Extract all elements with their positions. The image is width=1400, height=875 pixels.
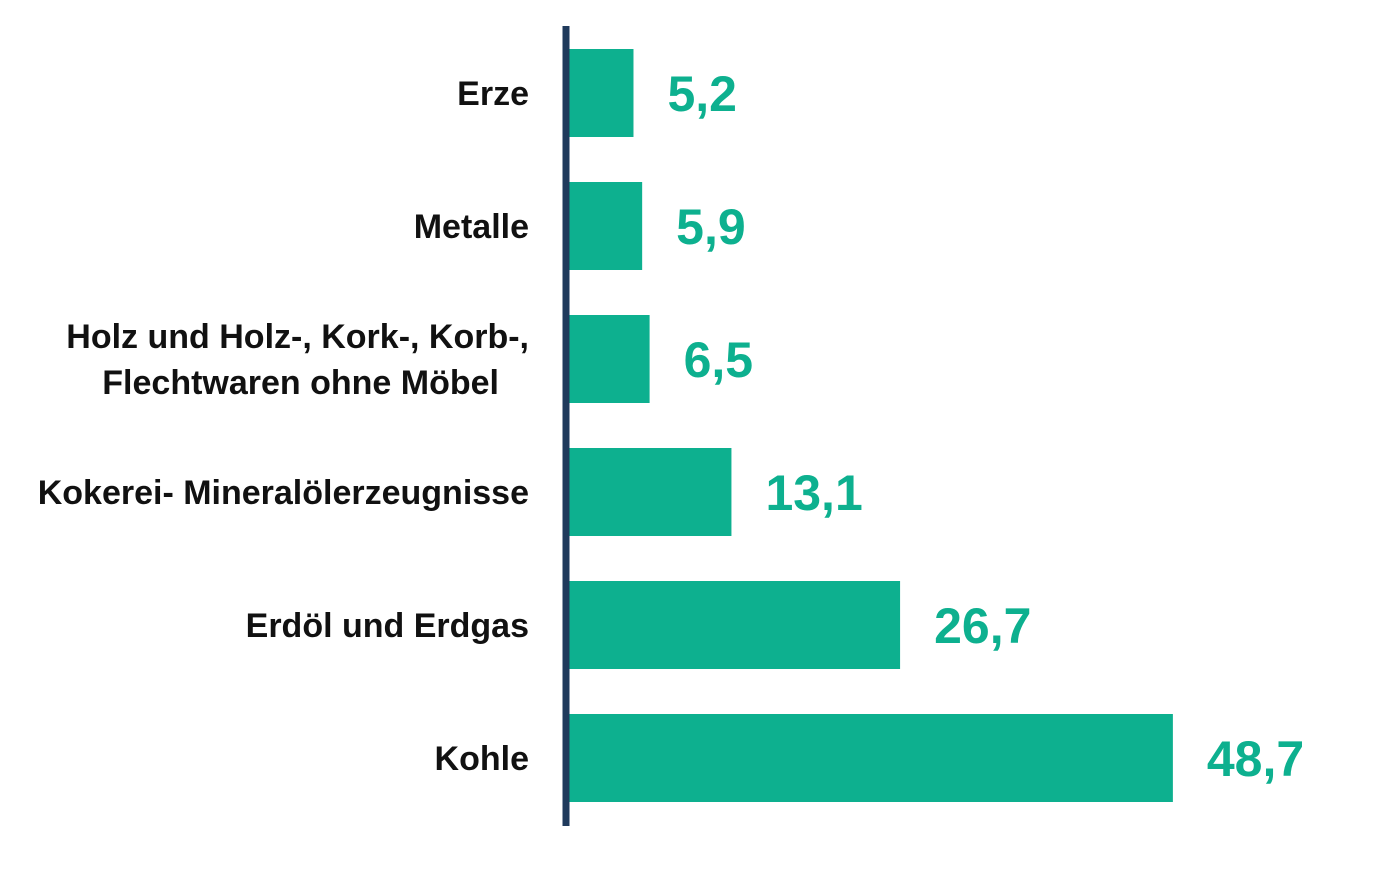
category-label-line: Holz und Holz-, Kork-, Korb-, [66,318,529,356]
bar-4 [569,581,901,669]
category-label-line: Kokerei- Mineralölerzeugnisse [38,474,529,512]
category-label-5: Kohle [435,740,529,778]
value-label-0: 5,2 [667,66,737,122]
value-label-5: 48,7 [1207,731,1304,787]
value-label-4: 26,7 [934,598,1031,654]
value-labels: 5,2 5,9 6,5 13,1 26,7 48,7 [667,66,1304,787]
bar-0 [569,49,634,137]
category-label-line: Erdöl und Erdgas [246,607,529,645]
category-label-0: Erze [457,75,529,113]
bar-3 [569,448,732,536]
bars-layer [569,49,1173,802]
value-label-3: 13,1 [765,465,862,521]
category-label-line: Kohle [435,740,529,778]
category-label-2: Holz und Holz-, Kork-, Korb-, Flechtwaren… [66,318,529,402]
bar-5 [569,714,1173,802]
category-label-line: Erze [457,75,529,113]
category-label-line: Metalle [414,208,529,246]
category-label-4: Erdöl und Erdgas [246,607,529,645]
category-label-line: Flechtwaren ohne Möbel [102,364,499,402]
category-labels: Erze Metalle Holz und Holz-, Kork-, Korb-,… [38,75,529,778]
bar-2 [569,315,650,403]
value-label-1: 5,9 [676,199,746,255]
value-label-2: 6,5 [684,332,754,388]
bar-1 [569,182,643,270]
category-label-1: Metalle [414,208,529,246]
category-label-3: Kokerei- Mineralölerzeugnisse [38,474,529,512]
